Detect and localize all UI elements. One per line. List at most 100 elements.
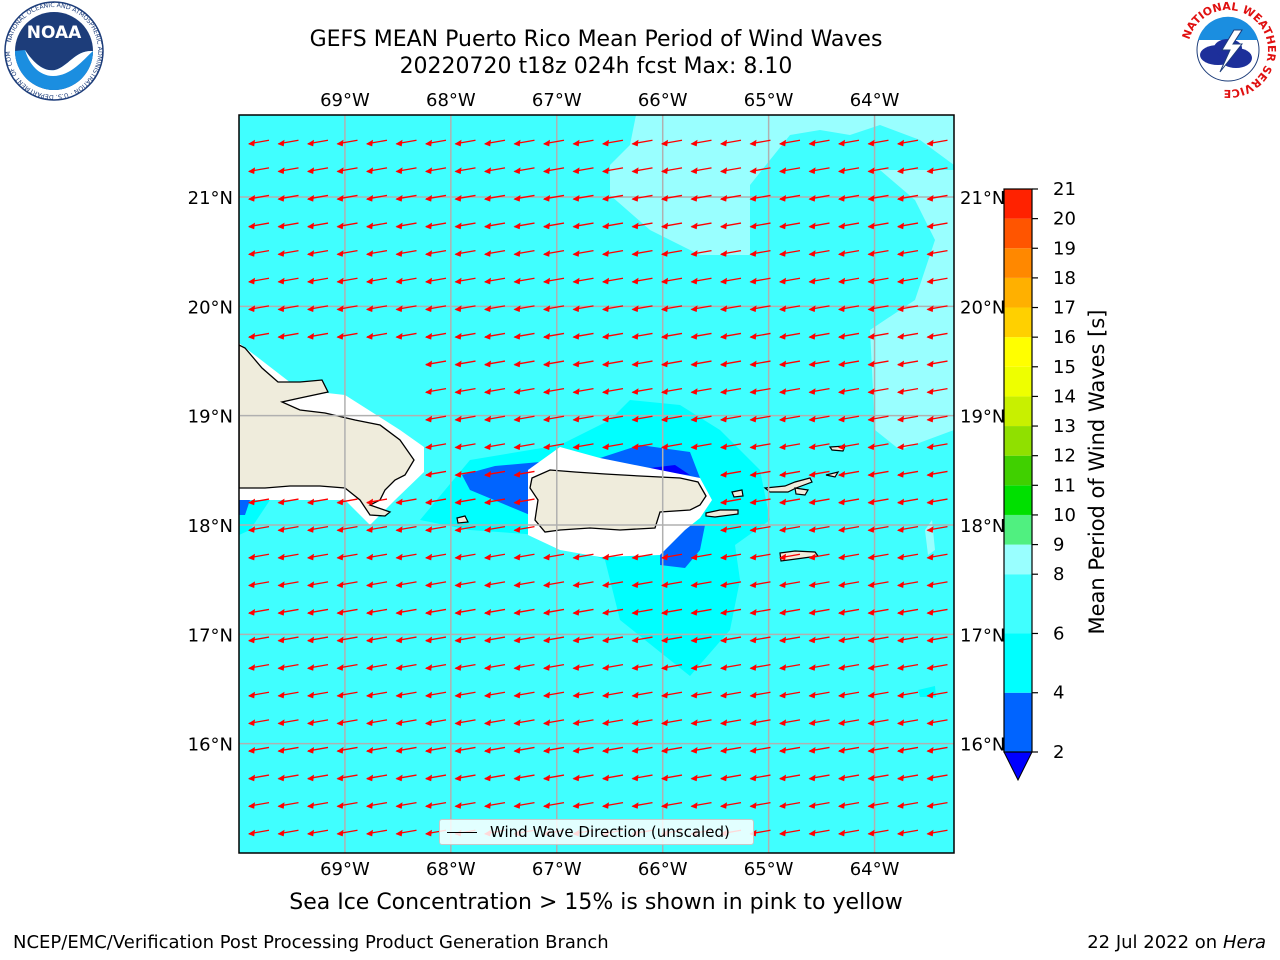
direction-arrow — [867, 608, 889, 616]
direction-arrow — [336, 691, 358, 699]
lat-tick-label: 21°N — [960, 188, 1005, 209]
direction-arrow — [926, 664, 948, 671]
direction-arrow — [631, 388, 653, 395]
direction-arrow — [690, 774, 712, 782]
colorbar-bin — [1004, 307, 1032, 338]
direction-arrow — [277, 305, 299, 312]
direction-arrow — [897, 388, 919, 395]
direction-arrow — [484, 526, 506, 533]
direction-arrow — [897, 222, 919, 230]
lat-tick-label: 19°N — [960, 407, 1005, 428]
direction-arrow — [336, 636, 358, 644]
direction-arrow — [926, 443, 948, 450]
colorbar-tick-label: 16 — [1053, 327, 1076, 348]
direction-arrow — [808, 774, 830, 782]
land-islet-vieques — [705, 509, 739, 518]
direction-arrow — [749, 746, 771, 754]
lat-tick-label: 21°N — [188, 188, 233, 209]
direction-arrow — [513, 719, 535, 726]
direction-arrow — [543, 636, 565, 644]
direction-arrow — [808, 553, 830, 561]
direction-arrow — [513, 443, 535, 450]
direction-arrow — [720, 636, 742, 644]
direction-arrow — [336, 774, 358, 782]
direction-arrow — [867, 194, 889, 202]
direction-arrow — [366, 167, 388, 174]
direction-arrow — [572, 305, 594, 312]
direction-arrow — [749, 388, 771, 395]
direction-arrow — [248, 194, 270, 202]
direction-arrow — [926, 802, 948, 809]
colorbar-tick-label: 14 — [1053, 386, 1076, 407]
direction-arrow — [690, 305, 712, 312]
lat-tick-label: 18°N — [960, 516, 1005, 537]
direction-arrow — [720, 608, 742, 616]
direction-arrow — [867, 498, 889, 506]
direction-arrow — [808, 194, 830, 202]
direction-arrow — [720, 277, 742, 285]
direction-arrow — [572, 139, 594, 147]
direction-arrow — [690, 664, 712, 671]
direction-arrow — [838, 802, 860, 809]
direction-arrow — [513, 167, 535, 174]
direction-arrow — [808, 305, 830, 312]
direction-arrow — [690, 746, 712, 754]
direction-arrow — [602, 167, 624, 174]
direction-arrow — [808, 277, 830, 285]
direction-arrow — [307, 498, 329, 506]
direction-arrow — [779, 332, 801, 340]
direction-arrow — [661, 636, 683, 644]
direction-arrow — [484, 250, 506, 257]
direction-arrow — [572, 719, 594, 726]
direction-arrow — [454, 774, 476, 782]
direction-arrow — [897, 305, 919, 312]
direction-arrow — [690, 415, 712, 423]
direction-arrow — [543, 388, 565, 395]
direction-arrow — [838, 636, 860, 644]
direction-arrow — [808, 443, 830, 450]
colorbar-frame — [1003, 188, 1033, 753]
lat-tick-label: 16°N — [188, 735, 233, 756]
direction-arrow — [661, 332, 683, 340]
direction-arrow — [808, 691, 830, 699]
map-legend: Wind Wave Direction (unscaled) — [439, 819, 754, 845]
direction-arrow — [867, 691, 889, 699]
direction-arrow — [631, 443, 653, 450]
direction-arrow — [779, 746, 801, 754]
direction-arrow — [779, 802, 801, 809]
direction-arrow — [720, 691, 742, 699]
direction-arrow — [484, 277, 506, 285]
direction-arrow — [248, 250, 270, 257]
direction-arrow — [543, 250, 565, 257]
direction-arrow — [926, 691, 948, 699]
direction-arrow — [838, 829, 860, 837]
direction-arrow — [543, 443, 565, 450]
colorbar-under-extension — [1003, 751, 1033, 782]
direction-arrow — [897, 360, 919, 368]
direction-arrow — [454, 581, 476, 588]
direction-arrow — [808, 360, 830, 368]
direction-arrow — [838, 581, 860, 588]
direction-arrow — [838, 167, 860, 174]
direction-arrow — [395, 774, 417, 782]
legend-line-swatch — [447, 832, 477, 833]
direction-arrow — [631, 305, 653, 312]
direction-arrow — [690, 581, 712, 588]
direction-arrow — [867, 139, 889, 147]
direction-arrow — [336, 829, 358, 837]
colorbar-bin — [1004, 337, 1032, 367]
direction-arrow — [572, 167, 594, 174]
direction-arrow — [513, 691, 535, 699]
legend-label: Wind Wave Direction (unscaled) — [490, 823, 730, 841]
direction-arrow — [513, 305, 535, 312]
direction-arrow — [720, 774, 742, 782]
lon-tick-label: 69°W — [320, 859, 370, 880]
direction-arrow — [366, 139, 388, 147]
direction-arrow — [690, 360, 712, 368]
direction-arrow — [425, 360, 447, 368]
direction-arrow — [661, 553, 683, 561]
direction-arrow — [602, 553, 624, 561]
direction-arrow — [838, 608, 860, 616]
direction-arrow — [572, 194, 594, 202]
direction-arrow — [838, 774, 860, 782]
